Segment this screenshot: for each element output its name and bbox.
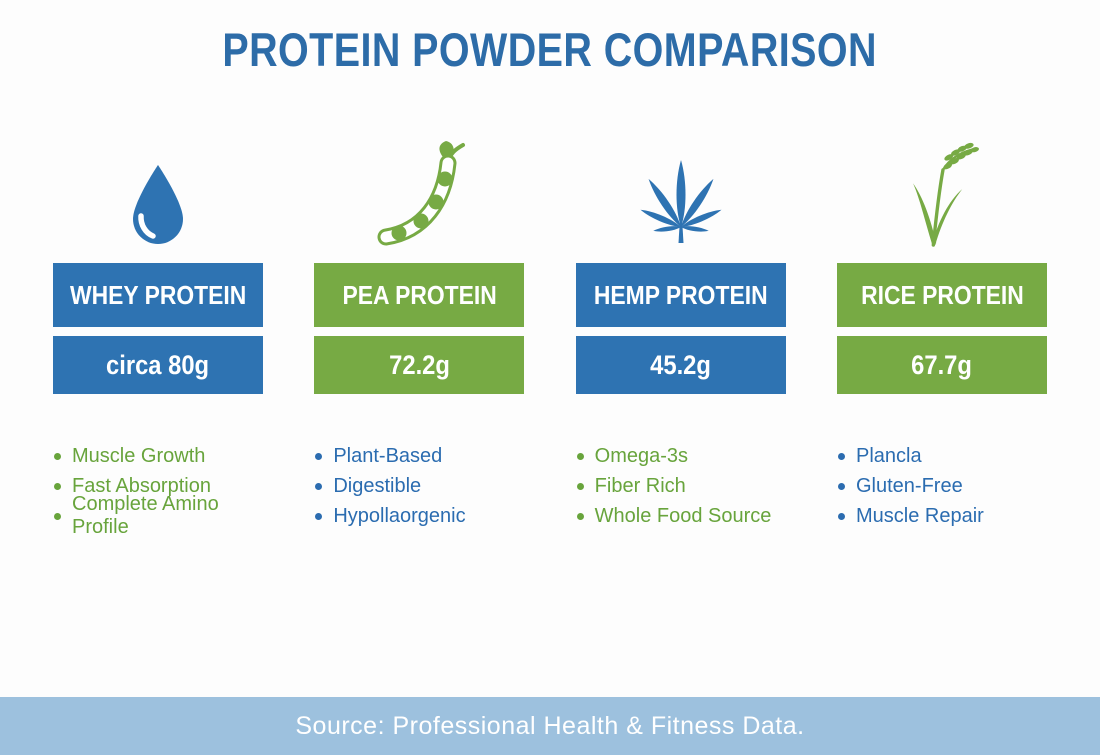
page-title: PROTEIN POWDER COMPARISON [0,22,1100,77]
protein-name-box: PEA PROTEIN [314,263,525,327]
bullet-dot [837,452,845,460]
list-item-label: Fiber Rich [594,474,686,497]
bullet-dot [837,482,845,490]
protein-amount-label: 67.7g [911,349,973,380]
rice-stalk-icon-svg [913,142,979,247]
list-item-label: Hypollaorgenic [333,504,466,527]
bullet-dot [54,482,61,490]
benefit-list: Omega-3s Fiber Rich Whole Food Source [576,441,786,531]
page-title-text: PROTEIN POWDER COMPARISON [222,23,878,76]
comparison-columns: WHEY PROTEIN circa 80g Muscle Growth Fas… [0,137,1100,538]
list-item: Plant-Based [315,441,524,471]
source-footer-band: Source: Professional Health & Fitness Da… [0,697,1100,755]
bullet-dot [837,512,845,520]
column-pea-protein: PEA PROTEIN 72.2g Plant-Based Digestible… [314,137,525,531]
list-item-label: Plant-Based [333,444,443,467]
list-item-label: Whole Food Source [594,504,772,527]
bullet-dot [54,512,61,520]
benefit-list: Plancla Gluten-Free Muscle Repair [837,441,1047,531]
list-item-label: Muscle Growth [72,444,206,467]
protein-name-label: HEMP PROTEIN [593,279,768,310]
list-item-label: Fast Absorption [72,474,211,497]
bullet-dot [54,452,61,460]
pea-pod-icon-svg [377,141,465,246]
protein-amount-box: 45.2g [575,336,786,394]
bullet-dot [576,482,584,490]
protein-amount-label: 45.2g [650,349,712,380]
list-item: Gluten-Free [837,471,1047,501]
column-rice-protein: RICE PROTEIN 67.7g Plancla Gluten-Free M… [836,137,1047,531]
list-item: Plancla [837,441,1047,471]
bullet-dot [576,452,584,460]
protein-amount-box: 67.7g [836,336,1047,394]
protein-name-label: RICE PROTEIN [860,279,1024,310]
benefit-list: Muscle Growth Fast Absorption Complete A… [53,441,263,538]
protein-amount-box: circa 80g [53,336,263,394]
source-text: Source: Professional Health & Fitness Da… [295,711,805,740]
list-item: Fast Absorption [54,471,263,501]
hemp-leaf-icon-svg [640,160,722,243]
bullet-dot [576,512,584,520]
protein-amount-label: 72.2g [388,349,450,380]
water-drop-icon-svg [133,165,183,244]
list-item-label: Complete Amino Profile [72,493,219,538]
list-item-label: Plancla [855,444,922,467]
list-item-label: Gluten-Free [855,474,963,497]
list-item-label: Muscle Repair [855,504,984,527]
list-item: Muscle Repair [837,501,1047,531]
list-item-label: Digestible [333,474,422,497]
bullet-dot [315,482,323,490]
bullet-dot [315,512,323,520]
pea-pod-icon [314,137,524,247]
list-item: Omega-3s [576,441,786,471]
list-item: Hypollaorgenic [315,501,524,531]
protein-name-box: HEMP PROTEIN [575,263,786,327]
list-item: Fiber Rich [576,471,786,501]
protein-name-box: WHEY PROTEIN [53,263,263,327]
protein-name-label: WHEY PROTEIN [69,279,247,310]
water-drop-icon [53,137,263,247]
list-item: Digestible [315,471,524,501]
column-whey-protein: WHEY PROTEIN circa 80g Muscle Growth Fas… [53,137,263,538]
list-item-label: Omega-3s [594,444,689,467]
rice-stalk-icon [837,137,1047,247]
column-hemp-protein: HEMP PROTEIN 45.2g Omega-3s Fiber Rich W… [575,137,786,531]
protein-name-label: PEA PROTEIN [342,279,497,310]
protein-amount-box: 72.2g [314,336,525,394]
bullet-dot [315,452,323,460]
hemp-leaf-icon [576,137,786,247]
protein-name-box: RICE PROTEIN [836,263,1047,327]
list-item: Whole Food Source [576,501,786,531]
protein-amount-label: circa 80g [106,349,210,380]
benefit-list: Plant-Based Digestible Hypollaorgenic [314,441,524,531]
list-item: Complete Amino Profile [54,493,263,538]
list-item: Muscle Growth [54,441,263,471]
